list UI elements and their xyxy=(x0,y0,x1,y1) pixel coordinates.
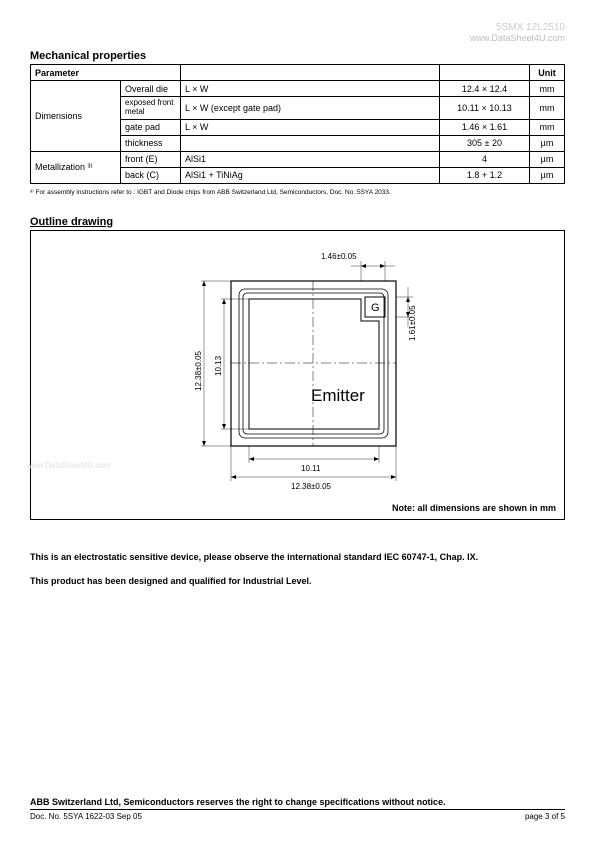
header-parameter: Parameter xyxy=(31,65,181,81)
cell-unit: µm xyxy=(530,167,565,183)
cell-dimensions: Dimensions xyxy=(31,81,121,152)
cell-sub: front (E) xyxy=(121,151,181,167)
mech-properties-title: Mechanical properties xyxy=(30,50,565,62)
cell-sub: exposed front metal xyxy=(121,97,181,120)
industrial-notice: This product has been designed and quali… xyxy=(30,574,565,588)
drawing-note: Note: all dimensions are shown in mm xyxy=(392,503,556,513)
cell-unit: µm xyxy=(530,151,565,167)
header-blank1 xyxy=(181,65,440,81)
notice-block: This is an electrostatic sensitive devic… xyxy=(30,550,565,589)
dim-left-inner: 10.13 xyxy=(214,355,223,376)
watermark-url: www.DataSheet4U.com xyxy=(470,33,565,43)
cell-val: 10.11 × 10.13 xyxy=(440,97,530,120)
dim-bottom-outer: 12.38±0.05 xyxy=(291,482,332,491)
cell-sub: Overall die xyxy=(121,81,181,97)
cell-desc: AlSi1 + TiNiAg xyxy=(181,167,440,183)
chip-outline-svg: G Emitter 1.46±0.05 1.61±0.05 10.13 xyxy=(161,241,461,501)
dim-left-outer: 12.38±0.05 xyxy=(194,350,203,391)
footer-page: page 3 of 5 xyxy=(525,812,565,821)
dim-bottom-inner: 10.11 xyxy=(301,464,321,473)
cell-val: 4 xyxy=(440,151,530,167)
dim-right: 1.61±0.05 xyxy=(408,305,417,341)
footer-reserve: ABB Switzerland Ltd, Semiconductors rese… xyxy=(30,797,565,810)
cell-desc: AlSi1 xyxy=(181,151,440,167)
page-footer: ABB Switzerland Ltd, Semiconductors rese… xyxy=(30,797,565,821)
outline-drawing-title: Outline drawing xyxy=(30,216,565,228)
header-blank2 xyxy=(440,65,530,81)
cell-val: 1.8 + 1.2 xyxy=(440,167,530,183)
cell-val: 12.4 × 12.4 xyxy=(440,81,530,97)
footer-docno: Doc. No. 5SYA 1622-03 Sep 05 xyxy=(30,812,142,821)
dim-top: 1.46±0.05 xyxy=(321,252,357,261)
cell-desc: L × W (except gate pad) xyxy=(181,97,440,120)
cell-val: 1.46 × 1.61 xyxy=(440,119,530,135)
emitter-label: Emitter xyxy=(311,386,365,405)
assembly-footnote: ³⁾ For assembly instructions refer to : … xyxy=(30,188,565,196)
cell-desc: L × W xyxy=(181,119,440,135)
cell-unit: µm xyxy=(530,135,565,151)
mech-properties-table: Parameter Unit Dimensions Overall die L … xyxy=(30,64,565,184)
cell-sub: thickness xyxy=(121,135,181,151)
cell-desc: L × W xyxy=(181,81,440,97)
cell-unit: mm xyxy=(530,97,565,120)
cell-val: 305 ± 20 xyxy=(440,135,530,151)
esd-notice: This is an electrostatic sensitive devic… xyxy=(30,550,565,564)
cell-sub: back (C) xyxy=(121,167,181,183)
cell-desc xyxy=(181,135,440,151)
cell-unit: mm xyxy=(530,81,565,97)
cell-metallization: Metallization ³⁾ xyxy=(31,151,121,183)
cell-sub: gate pad xyxy=(121,119,181,135)
watermark-mid: www.DataSheet4U.com xyxy=(26,461,110,470)
header-watermark: 5SMX 12L2510 www.DataSheet4U.com xyxy=(470,22,565,43)
part-number: 5SMX 12L2510 xyxy=(496,22,565,33)
outline-drawing-box: www.DataSheet4U.com G Emitter 1.46±0.05 … xyxy=(30,230,565,520)
gate-label: G xyxy=(371,302,380,314)
cell-unit: mm xyxy=(530,119,565,135)
header-unit: Unit xyxy=(530,65,565,81)
